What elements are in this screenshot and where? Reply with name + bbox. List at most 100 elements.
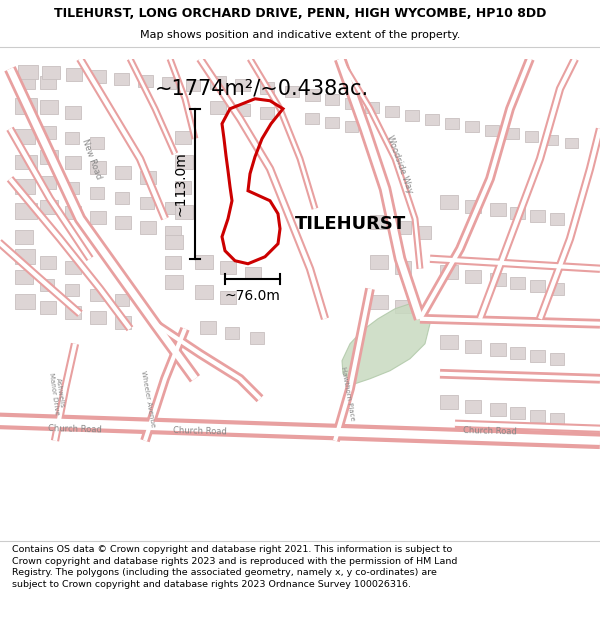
Polygon shape	[425, 114, 439, 125]
Polygon shape	[138, 75, 153, 87]
Text: Church Road: Church Road	[48, 424, 102, 434]
Polygon shape	[15, 179, 35, 194]
Polygon shape	[115, 216, 131, 229]
Polygon shape	[485, 125, 499, 136]
Polygon shape	[15, 202, 37, 219]
Polygon shape	[114, 72, 129, 85]
Polygon shape	[18, 65, 38, 79]
Polygon shape	[15, 155, 37, 169]
Polygon shape	[550, 282, 564, 295]
Polygon shape	[465, 400, 481, 412]
Polygon shape	[165, 202, 179, 214]
Polygon shape	[395, 261, 411, 274]
Polygon shape	[465, 270, 481, 282]
Polygon shape	[40, 150, 58, 164]
Polygon shape	[510, 407, 525, 419]
Polygon shape	[510, 277, 525, 289]
Polygon shape	[395, 221, 411, 234]
Polygon shape	[90, 187, 104, 199]
Polygon shape	[40, 76, 56, 89]
Text: ~1774m²/~0.438ac.: ~1774m²/~0.438ac.	[155, 79, 369, 99]
Polygon shape	[345, 121, 358, 132]
Polygon shape	[550, 352, 564, 365]
Polygon shape	[115, 294, 129, 306]
Polygon shape	[545, 135, 558, 145]
Polygon shape	[195, 285, 213, 299]
Polygon shape	[65, 106, 81, 119]
Polygon shape	[140, 197, 154, 209]
Polygon shape	[40, 100, 58, 114]
Polygon shape	[530, 410, 545, 422]
Polygon shape	[465, 200, 481, 212]
Polygon shape	[250, 332, 264, 344]
Polygon shape	[140, 171, 156, 184]
Polygon shape	[305, 112, 319, 124]
Text: Hawthorn Place: Hawthorn Place	[340, 366, 356, 421]
Text: Ashwells
Manor Drive: Ashwells Manor Drive	[47, 372, 67, 416]
Polygon shape	[440, 395, 458, 409]
Polygon shape	[162, 77, 176, 89]
Polygon shape	[40, 256, 56, 269]
Polygon shape	[510, 207, 525, 219]
Polygon shape	[90, 161, 106, 174]
Polygon shape	[40, 301, 56, 314]
Text: New Road: New Road	[80, 138, 103, 180]
Polygon shape	[200, 321, 216, 334]
Text: Wheeler Avenue: Wheeler Avenue	[140, 370, 156, 428]
Polygon shape	[245, 267, 261, 279]
Polygon shape	[90, 211, 106, 224]
Polygon shape	[225, 327, 239, 339]
Polygon shape	[325, 94, 339, 105]
Polygon shape	[342, 304, 430, 384]
Polygon shape	[65, 284, 79, 296]
Polygon shape	[445, 118, 459, 129]
Polygon shape	[175, 181, 191, 194]
Text: TILEHURST, LONG ORCHARD DRIVE, PENN, HIGH WYCOMBE, HP10 8DD: TILEHURST, LONG ORCHARD DRIVE, PENN, HIG…	[54, 7, 546, 19]
Polygon shape	[565, 138, 578, 148]
Polygon shape	[15, 75, 35, 89]
Polygon shape	[15, 270, 33, 284]
Polygon shape	[345, 98, 359, 109]
Polygon shape	[370, 295, 388, 309]
Polygon shape	[395, 300, 411, 312]
Polygon shape	[220, 261, 236, 274]
Polygon shape	[15, 249, 35, 264]
Polygon shape	[490, 202, 506, 216]
Polygon shape	[186, 80, 200, 91]
Text: Church Road: Church Road	[463, 426, 517, 436]
Polygon shape	[490, 272, 506, 286]
Polygon shape	[165, 226, 181, 239]
Polygon shape	[210, 101, 226, 114]
Polygon shape	[42, 66, 60, 79]
Polygon shape	[530, 350, 545, 362]
Polygon shape	[365, 102, 379, 112]
Polygon shape	[490, 402, 506, 416]
Text: ~76.0m: ~76.0m	[224, 289, 280, 302]
Polygon shape	[175, 155, 193, 169]
Polygon shape	[115, 192, 129, 204]
Polygon shape	[15, 129, 35, 144]
Polygon shape	[66, 68, 82, 81]
Polygon shape	[165, 256, 181, 269]
Polygon shape	[440, 195, 458, 209]
Polygon shape	[90, 289, 104, 301]
Polygon shape	[65, 306, 81, 319]
Polygon shape	[305, 89, 320, 101]
Polygon shape	[405, 110, 419, 121]
Polygon shape	[525, 131, 538, 142]
Polygon shape	[370, 215, 388, 229]
Polygon shape	[530, 210, 545, 222]
Polygon shape	[140, 221, 156, 234]
Polygon shape	[115, 316, 131, 329]
Polygon shape	[165, 235, 183, 249]
Polygon shape	[90, 137, 104, 149]
Polygon shape	[235, 79, 250, 91]
Polygon shape	[260, 107, 274, 119]
Polygon shape	[285, 86, 299, 97]
Text: Woodside Way: Woodside Way	[385, 133, 415, 194]
Polygon shape	[465, 121, 479, 132]
Text: TILEHURST: TILEHURST	[295, 215, 406, 232]
Polygon shape	[90, 311, 106, 324]
Polygon shape	[65, 182, 79, 194]
Polygon shape	[15, 230, 33, 244]
